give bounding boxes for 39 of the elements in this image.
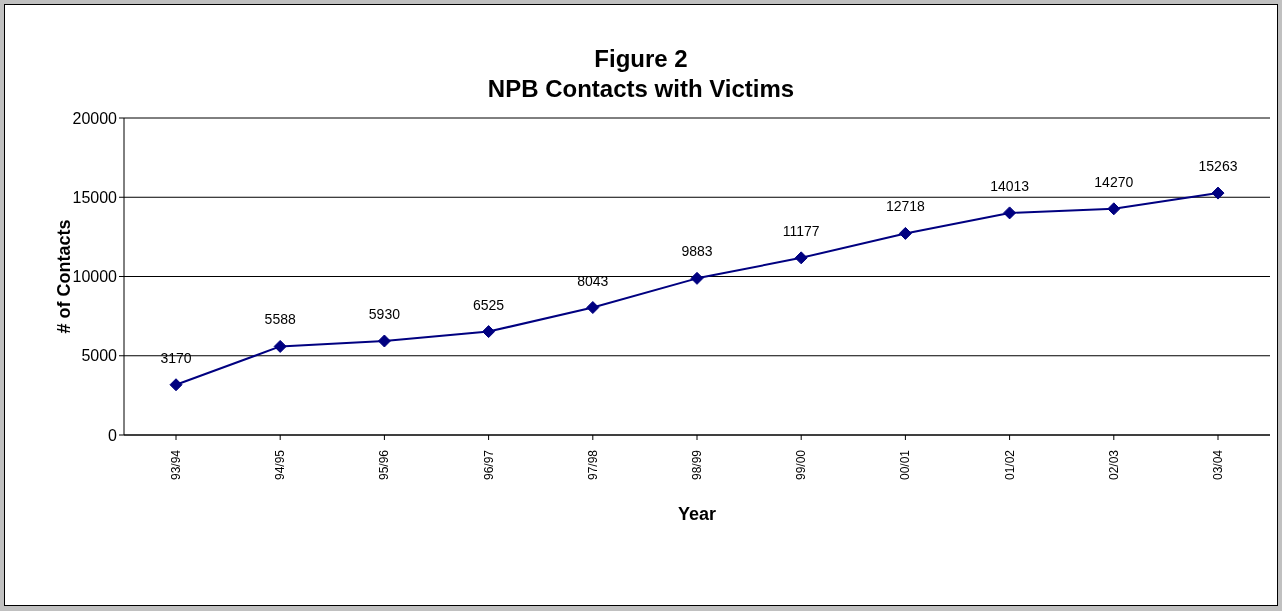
chart-subtitle: NPB Contacts with Victims (486, 74, 796, 104)
data-label: 12718 (885, 198, 926, 215)
data-label: 14013 (990, 177, 1030, 194)
point (1003, 206, 1017, 220)
x-tick-label: 00/01 (898, 449, 913, 481)
data-label: 9883 (681, 243, 713, 260)
point (1211, 186, 1225, 200)
point (794, 251, 808, 265)
point (690, 271, 704, 285)
data-label: 14270 (1094, 173, 1134, 190)
x-axis-title: Year (677, 504, 717, 524)
x-tick-label: 95/96 (377, 449, 392, 481)
data-label: 5930 (368, 306, 401, 323)
x-tick-label: 97/98 (585, 449, 600, 481)
y-tick-label: 20000 (72, 109, 118, 127)
point (586, 301, 600, 315)
x-tick-label: 99/00 (794, 449, 809, 481)
data-label: 11177 (782, 222, 820, 239)
x-tick-label: 01/02 (1002, 449, 1017, 481)
y-tick-label: 0 (108, 426, 118, 444)
x-tick-label: 96/97 (481, 449, 496, 481)
x-tick-label: 02/03 (1106, 449, 1121, 481)
data-label: 15263 (1198, 158, 1238, 175)
x-tick-label: 98/99 (690, 449, 704, 481)
y-tick-label: 5000 (81, 347, 118, 365)
chart-title: Figure 2 (593, 44, 689, 74)
x-tick-label: 94/95 (273, 449, 288, 481)
point (169, 378, 183, 392)
point (482, 325, 496, 339)
y-tick-label: 10000 (72, 268, 118, 286)
point (377, 334, 391, 348)
point (898, 226, 912, 240)
x-tick-label: 03/04 (1211, 449, 1225, 481)
x-tick-label: 93/94 (169, 449, 183, 481)
y-tick-label: 15000 (72, 188, 118, 206)
point (273, 339, 287, 353)
point (1107, 202, 1121, 216)
data-label: 6525 (473, 296, 505, 313)
data-label: 5588 (264, 311, 296, 328)
